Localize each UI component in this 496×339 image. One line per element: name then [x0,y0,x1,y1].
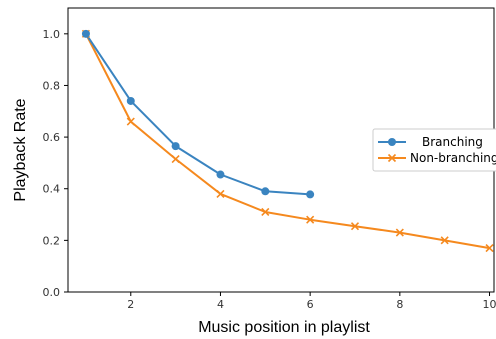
series-markers [81,29,494,253]
data-point-non-branching [261,207,270,217]
data-point-branching [216,170,225,179]
legend-label-non-branching: Non-branching [410,151,496,165]
axis-ticks: 2 4 6 8 10 0.0 0.2 0.4 0.6 0.8 1.0 [43,28,496,311]
y-axis-title: Playback Rate [12,98,29,201]
legend-box [372,128,496,172]
series-line-branching [85,33,311,196]
data-point-non-branching [171,154,180,164]
legend: Branching Non-branching [372,128,496,172]
data-point-non-branching [395,228,404,237]
series-lines [85,33,490,250]
data-point-non-branching [440,236,449,245]
x-axis-title: Music position in playlist [198,319,370,336]
y-tick-label: 0.8 [43,79,61,92]
y-tick-label: 1.0 [43,28,61,41]
data-point-non-branching [350,222,360,231]
data-point-branching [81,29,90,38]
data-point-non-branching [485,244,494,253]
y-tick-label: 0.0 [43,286,61,299]
data-point-non-branching [306,215,315,224]
series-line-non-branching [85,33,490,250]
x-tick-label: 4 [217,298,224,311]
x-tick-label: 8 [396,298,403,311]
data-point-branching [306,190,315,199]
legend-marker-branching [388,138,396,146]
legend-label-branching: Branching [422,135,483,149]
legend-marker-non-branching [387,153,397,163]
x-tick-label: 6 [307,298,314,311]
data-point-branching [126,96,135,105]
data-point-non-branching [126,117,135,126]
x-tick-label: 10 [483,298,496,311]
x-tick-label: 2 [127,298,134,311]
y-tick-label: 0.6 [43,131,61,144]
data-point-non-branching [216,189,225,198]
data-point-branching [261,187,270,196]
data-point-branching [171,142,180,151]
y-tick-label: 0.2 [43,234,61,247]
y-tick-label: 0.4 [43,183,61,196]
